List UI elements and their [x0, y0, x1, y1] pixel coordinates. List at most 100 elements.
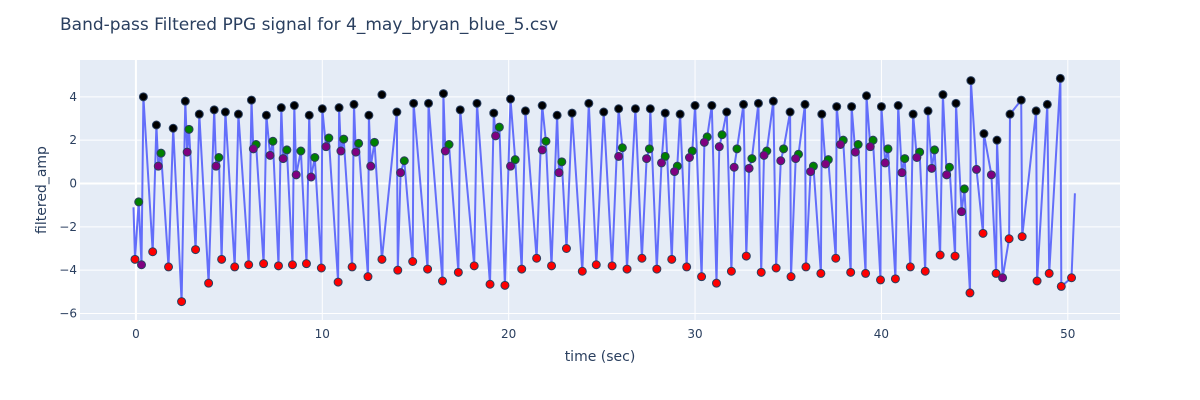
notch-marker [957, 207, 967, 217]
peak-marker [847, 102, 857, 112]
y-tick-label: 0 [69, 177, 77, 191]
trough-marker [816, 268, 826, 278]
peak-marker [630, 104, 640, 114]
trough-marker [652, 264, 662, 274]
notch-marker [880, 158, 890, 168]
peak-marker [180, 96, 190, 106]
trough-marker [377, 254, 387, 264]
trough-marker [333, 277, 343, 287]
trough-marker [876, 275, 886, 285]
notch-marker [248, 144, 258, 154]
peak-marker [614, 104, 624, 114]
chart-title: Band-pass Filtered PPG signal for 4_may_… [60, 15, 558, 35]
dicrotic-peak-marker [779, 144, 789, 154]
trough-marker [130, 254, 140, 264]
trough-marker [682, 262, 692, 272]
notch-marker [927, 163, 937, 173]
trough-marker [935, 250, 945, 260]
trough-marker [301, 259, 311, 269]
peak-marker [220, 107, 230, 117]
peak-marker [966, 76, 976, 86]
trough-marker [1032, 276, 1042, 286]
notch-marker [912, 153, 922, 162]
dicrotic-peak-marker [339, 134, 349, 144]
trough-marker [846, 267, 856, 277]
peak-marker [584, 98, 594, 108]
notch-marker [684, 153, 694, 162]
dicrotic-peak-marker [644, 144, 654, 154]
dicrotic-peak-marker [399, 156, 409, 166]
notch-marker [897, 168, 907, 178]
peak-marker [317, 104, 327, 114]
dicrotic-peak-marker [156, 148, 166, 158]
trough-marker [1044, 268, 1054, 278]
peak-marker [876, 102, 886, 112]
trough-marker [259, 259, 269, 269]
trough-marker [801, 262, 811, 272]
peak-marker [690, 101, 700, 110]
peak-marker [923, 106, 933, 116]
dicrotic-peak-marker [930, 145, 940, 155]
dicrotic-peak-marker [541, 136, 551, 146]
peak-marker [1005, 109, 1015, 119]
trough-marker [517, 264, 527, 274]
notch-marker [396, 168, 406, 178]
peak-marker [455, 105, 465, 115]
peak-marker [409, 98, 419, 108]
peak-marker [138, 92, 148, 102]
notch-marker [850, 147, 860, 157]
trough-marker [408, 257, 418, 266]
y-tick-label: 2 [69, 133, 77, 147]
notch-marker [986, 170, 996, 180]
notch-marker [491, 131, 501, 141]
notch-marker [670, 167, 680, 177]
dicrotic-peak-marker [959, 184, 969, 194]
notch-marker [806, 167, 816, 177]
trough-marker [950, 251, 960, 261]
trough-marker [667, 254, 677, 264]
peak-marker [168, 123, 178, 133]
peak-marker [862, 91, 872, 101]
peak-marker [472, 98, 482, 108]
peak-marker [645, 104, 655, 114]
notch-marker [440, 146, 450, 156]
peak-marker [151, 120, 161, 130]
peak-marker [489, 108, 499, 118]
peak-marker [392, 107, 402, 117]
dicrotic-peak-marker [134, 197, 144, 207]
trough-marker [204, 278, 214, 288]
notch-marker [366, 161, 376, 171]
dicrotic-peak-marker [268, 136, 278, 146]
trough-marker [177, 297, 187, 307]
notch-marker [744, 163, 754, 173]
trough-marker [831, 253, 841, 263]
notch-marker [942, 170, 952, 180]
trough-marker [217, 254, 227, 264]
notch-marker [554, 168, 564, 178]
notch-marker [699, 137, 709, 147]
trough-marker [316, 263, 326, 273]
peak-marker [537, 101, 547, 110]
trough-marker [438, 276, 448, 286]
trough-marker [363, 272, 373, 282]
y-tick-label: −4 [59, 263, 77, 277]
peak-marker [209, 105, 219, 115]
peak-marker [1031, 106, 1041, 116]
notch-marker [137, 260, 147, 270]
peak-marker [992, 135, 1002, 145]
dicrotic-peak-marker [883, 144, 893, 154]
trough-marker [485, 279, 495, 289]
peak-marker [233, 109, 243, 119]
notch-marker [291, 170, 301, 180]
notch-marker [153, 161, 163, 171]
peak-marker [722, 107, 732, 117]
peak-marker [364, 110, 374, 120]
notch-marker [506, 161, 516, 171]
peak-marker [938, 90, 948, 100]
dicrotic-peak-marker [747, 154, 757, 164]
x-tick-label: 0 [132, 327, 140, 341]
peak-marker [289, 101, 299, 110]
peak-marker [506, 94, 516, 104]
notch-marker [265, 150, 275, 160]
